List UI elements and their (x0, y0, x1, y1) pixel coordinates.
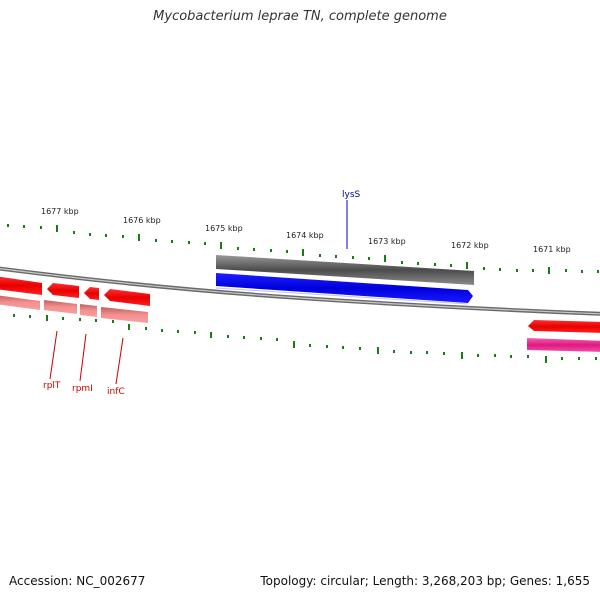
scale-label-1675: 1675 kbp (205, 224, 243, 233)
gene-lysS (216, 273, 473, 303)
scale-ticks-upper (7, 224, 599, 274)
genome-summary-text: Topology: circular; Length: 3,268,203 bp… (260, 574, 590, 588)
scale-label-1672: 1672 kbp (451, 241, 489, 250)
gene-infC (104, 289, 150, 306)
gene-rplT (47, 283, 79, 298)
gene-rpmI (84, 287, 99, 300)
gene-right-pink (527, 338, 600, 352)
scale-label-1673: 1673 kbp (368, 237, 406, 246)
scale-label-1674: 1674 kbp (286, 231, 324, 240)
gene-rplT-salmon (44, 300, 77, 314)
gene-infC-salmon (101, 307, 148, 323)
gene-label-lines (49, 200, 348, 385)
gene-label-lysS: lysS (342, 190, 361, 200)
gene-label-rplT: rplT (43, 381, 61, 391)
scale-labels: 1677 kbp 1676 kbp 1675 kbp 1674 kbp 1673… (41, 207, 571, 254)
accession-text: Accession: NC_002677 (9, 574, 146, 588)
scale-label-1671: 1671 kbp (533, 245, 571, 254)
gene-lysS-shadow (216, 255, 474, 285)
gene-label-rpmI: rpmI (72, 384, 93, 394)
gene-right-red (528, 320, 600, 333)
scale-label-1676: 1676 kbp (123, 216, 161, 225)
gene-left-salmon-1 (0, 295, 40, 310)
gene-rpmI-salmon (80, 304, 97, 317)
map-title: Mycobacterium leprae TN, complete genome (153, 9, 447, 24)
gene-left-red-1 (0, 276, 42, 295)
scale-ticks-lower (13, 314, 597, 363)
scale-label-1677: 1677 kbp (41, 207, 79, 216)
gene-label-infC: infC (107, 387, 125, 397)
